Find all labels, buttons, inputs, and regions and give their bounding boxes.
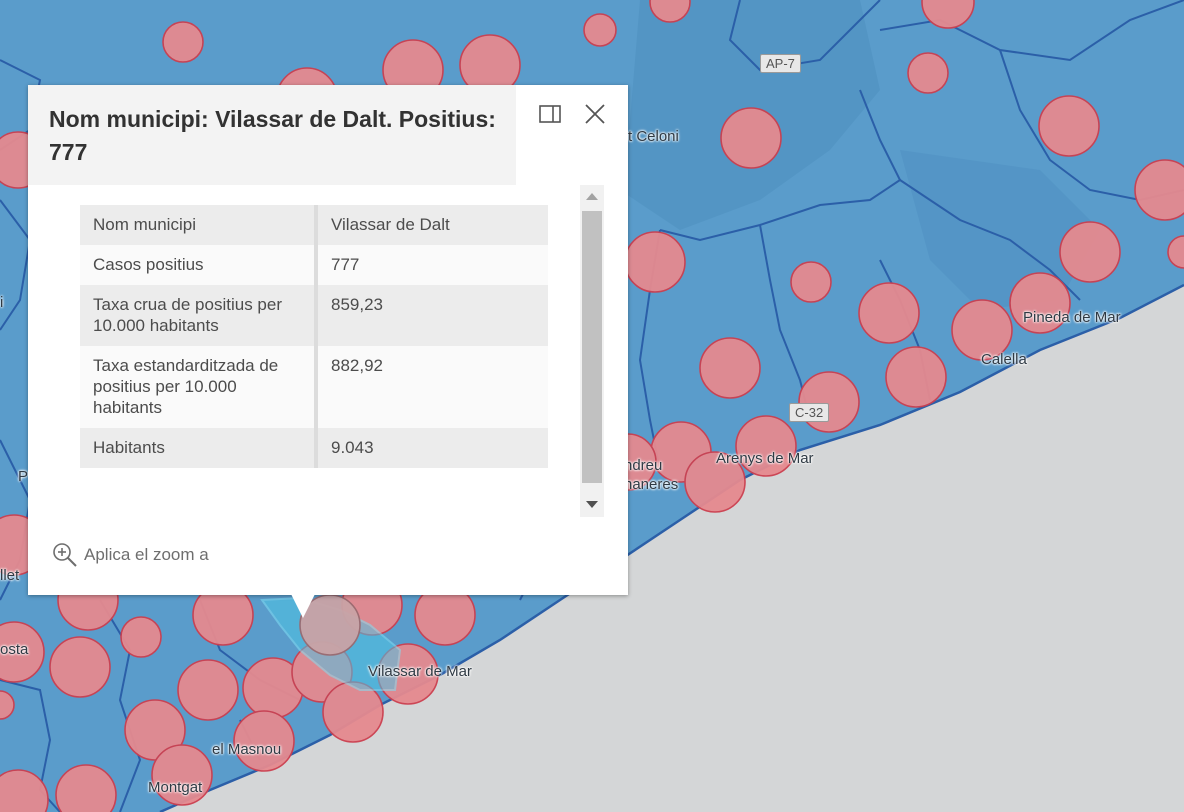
- zoom-in-icon: [53, 543, 77, 567]
- attribute-table: Nom municipi Vilassar de Dalt Casos posi…: [80, 205, 548, 468]
- scroll-thumb[interactable]: [582, 211, 602, 483]
- label-montgat: Montgat: [148, 779, 203, 796]
- zoom-to-action[interactable]: Aplica el zoom a: [52, 541, 209, 569]
- label-i: i: [0, 294, 4, 311]
- label-sant-andreu-2: naneres: [624, 476, 679, 493]
- label-sant-andreu: ndreu: [624, 457, 663, 474]
- table-row: Nom municipi Vilassar de Dalt: [80, 205, 548, 245]
- selected-circle[interactable]: [299, 594, 361, 656]
- close-button[interactable]: [581, 101, 609, 129]
- popup-pointer: [291, 594, 315, 618]
- attribute-value: 9.043: [316, 428, 548, 468]
- scroll-down-arrow-icon[interactable]: [586, 501, 598, 508]
- scroll-up-arrow-icon[interactable]: [586, 193, 598, 200]
- zoom-to-label: Aplica el zoom a: [84, 545, 209, 564]
- attribute-value: Vilassar de Dalt: [316, 205, 548, 245]
- attribute-key: Nom municipi: [80, 205, 318, 245]
- feature-popup: Nom municipi: Vilassar de Dalt. Positius…: [28, 85, 628, 595]
- label-costa: osta: [0, 641, 29, 658]
- table-row: Taxa crua de positius per 10.000 habitan…: [80, 285, 548, 346]
- road-shield-ap7: AP-7: [760, 54, 801, 73]
- popup-scrollbar[interactable]: [580, 185, 604, 517]
- attribute-key: Taxa crua de positius per 10.000 habitan…: [80, 285, 318, 346]
- label-p: P: [18, 468, 29, 485]
- table-row: Casos positius 777: [80, 245, 548, 285]
- label-sant-celoni: t Celoni: [628, 128, 679, 145]
- label-el-masnou: el Masnou: [212, 741, 282, 758]
- attribute-value: 882,92: [316, 346, 548, 428]
- dock-button[interactable]: [536, 101, 564, 129]
- dock-side-icon: [539, 105, 561, 123]
- popup-title: Nom municipi: Vilassar de Dalt. Positius…: [49, 106, 496, 165]
- close-icon: [585, 104, 605, 124]
- label-pineda-de-mar: Pineda de Mar: [1023, 309, 1121, 326]
- table-row: Taxa estandarditzada de positius per 10.…: [80, 346, 548, 428]
- popup-header: Nom municipi: Vilassar de Dalt. Positius…: [28, 85, 516, 185]
- road-shield-c32: C-32: [789, 403, 830, 422]
- popup-content: Nom municipi Vilassar de Dalt Casos posi…: [80, 205, 548, 468]
- attribute-value: 859,23: [316, 285, 548, 346]
- label-arenys-de-mar: Arenys de Mar: [716, 450, 814, 467]
- attribute-key: Taxa estandarditzada de positius per 10.…: [80, 346, 318, 428]
- attribute-value: 777: [316, 245, 548, 285]
- table-row: Habitants 9.043: [80, 428, 548, 468]
- attribute-key: Habitants: [80, 428, 318, 468]
- label-llet: llet: [0, 567, 20, 584]
- attribute-key: Casos positius: [80, 245, 318, 285]
- label-vilassar-de-mar: Vilassar de Mar: [368, 663, 472, 680]
- label-calella: Calella: [981, 351, 1027, 368]
